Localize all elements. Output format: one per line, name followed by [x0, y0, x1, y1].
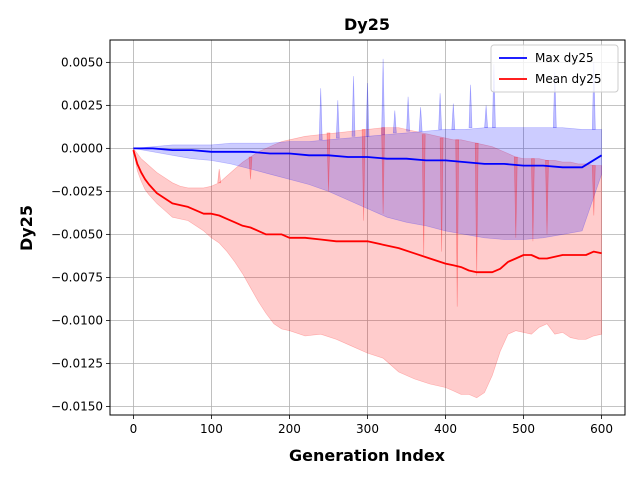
- y-tick-label: −0.0050: [51, 227, 103, 241]
- spike-mark: [439, 137, 444, 252]
- series-line-max-dy25: [133, 147, 603, 169]
- spike-mark: [335, 100, 340, 139]
- spike-mark: [438, 93, 442, 130]
- y-tick-label: −0.0125: [51, 356, 103, 370]
- x-tick-label: 400: [434, 422, 457, 436]
- spike-mark: [468, 84, 473, 128]
- spike-mark: [552, 72, 557, 128]
- spike-mark: [381, 58, 385, 135]
- spike-mark: [451, 103, 456, 130]
- x-tick-label: 600: [590, 422, 613, 436]
- band-mean: [133, 127, 602, 399]
- y-tick-label: −0.0100: [51, 313, 103, 327]
- x-tick-label: 200: [278, 422, 301, 436]
- spike-mark: [318, 88, 323, 141]
- x-tick-label: 0: [130, 422, 138, 436]
- band-max: [133, 127, 602, 240]
- spike-mark: [421, 134, 426, 256]
- spike-mark: [591, 62, 596, 130]
- y-tick-label: −0.0025: [51, 184, 103, 198]
- spike-mark: [418, 107, 423, 132]
- legend: Max dy25 Mean dy25: [490, 44, 619, 93]
- y-axis-label: Dy25: [17, 205, 36, 251]
- spike-mark: [351, 76, 356, 137]
- spike-mark: [326, 132, 331, 192]
- spike-mark: [392, 110, 397, 134]
- spike-mark: [484, 105, 488, 128]
- series-lines: [132, 147, 603, 274]
- spike-mark: [513, 156, 518, 238]
- y-tick-label: 0.0050: [61, 55, 103, 69]
- x-axis: 0 100 200 300 400 500 600: [130, 415, 613, 436]
- legend-label: Mean dy25: [535, 72, 602, 86]
- spike-mark: [455, 139, 460, 307]
- grid: [110, 40, 625, 415]
- confidence-bands: [133, 127, 602, 399]
- chart-title: Dy25: [344, 15, 390, 34]
- spike-mark: [365, 82, 370, 137]
- spike-mark: [381, 127, 385, 214]
- x-axis-label: Generation Index: [289, 446, 446, 465]
- x-tick-label: 300: [356, 422, 379, 436]
- spike-mark: [531, 158, 535, 242]
- spike-mark: [217, 168, 222, 184]
- spike-mark: [474, 142, 479, 276]
- y-tick-label: 0.0000: [61, 141, 103, 155]
- x-tick-label: 500: [512, 422, 535, 436]
- spike-marks: [217, 58, 596, 307]
- legend-label: Max dy25: [535, 51, 594, 65]
- y-tick-label: −0.0150: [51, 399, 103, 413]
- legend-box: [490, 44, 619, 93]
- plot-area: [109, 39, 626, 416]
- spike-mark: [406, 96, 410, 132]
- spike-mark: [361, 129, 366, 221]
- series-line-mean-dy25: [132, 149, 602, 274]
- x-tick-label: 100: [200, 422, 223, 436]
- spike-mark: [492, 64, 496, 128]
- spike-mark: [545, 160, 549, 235]
- y-tick-label: −0.0075: [51, 270, 103, 284]
- y-axis: 0.0050 0.0025 0.0000 −0.0025 −0.0050 −0.0075 −…: [51, 55, 110, 413]
- y-tick-label: 0.0025: [61, 98, 103, 112]
- spike-mark: [591, 165, 596, 216]
- spike-mark: [248, 156, 253, 180]
